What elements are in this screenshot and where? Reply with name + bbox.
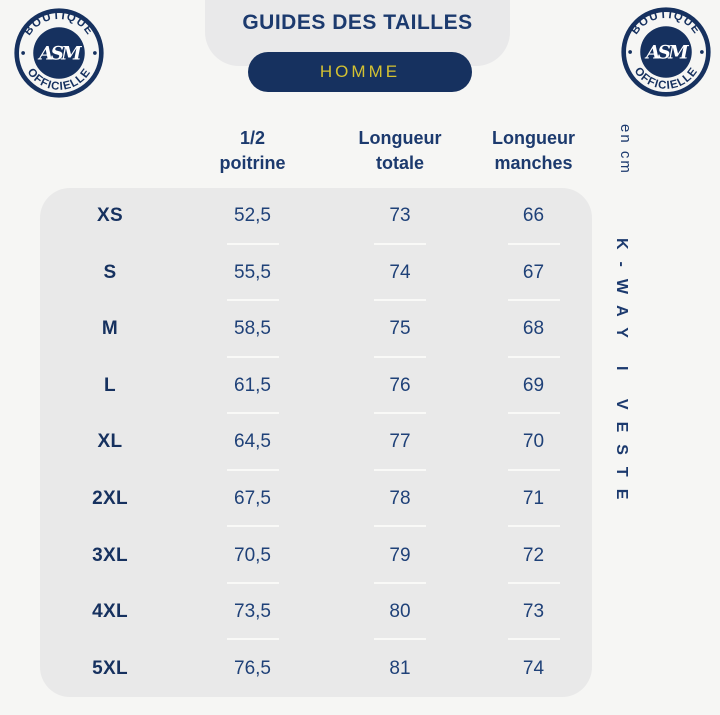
- boutique-officielle-logo: BOUTIQUE OFFICIELLE ASM: [13, 7, 105, 99]
- size-label: S: [103, 261, 117, 283]
- chest-value: 64,5: [180, 414, 325, 471]
- sleeve-length-header-line1: Longueur: [492, 128, 575, 148]
- chest-value: 73,5: [180, 584, 325, 641]
- size-label: L: [104, 374, 116, 396]
- sleeve-length-value: 67: [475, 245, 592, 302]
- table-row-3xl: 3XL 70,5 79 72: [40, 527, 592, 584]
- sleeve-length-column-header: Longueur manches: [475, 126, 592, 176]
- total-length-value: 78: [325, 471, 475, 528]
- sleeve-length-value: 70: [475, 414, 592, 471]
- size-table: XS 52,5 73 66 S 55,5 74 67 M 58,5 75 68 …: [40, 188, 592, 697]
- size-label: 2XL: [92, 488, 128, 510]
- total-length-value: 73: [325, 188, 475, 245]
- chest-value: 67,5: [180, 471, 325, 528]
- sleeve-length-value: 73: [475, 584, 592, 641]
- chest-value: 70,5: [180, 527, 325, 584]
- size-label: XS: [97, 205, 123, 227]
- chest-header-line2: poitrine: [219, 153, 286, 173]
- size-label: 5XL: [92, 657, 128, 679]
- total-length-value: 74: [325, 245, 475, 302]
- boutique-officielle-logo: BOUTIQUE OFFICIELLE ASM: [620, 6, 712, 98]
- sleeve-length-value: 68: [475, 301, 592, 358]
- table-row-m: M 58,5 75 68: [40, 301, 592, 358]
- total-length-value: 76: [325, 358, 475, 415]
- size-column-header: [40, 126, 180, 176]
- table-row-xs: XS 52,5 73 66: [40, 188, 592, 245]
- sleeve-length-value: 74: [522, 657, 545, 679]
- chest-value: 55,5: [180, 245, 325, 302]
- stamp-logo-icon: BOUTIQUE OFFICIELLE ASM: [621, 7, 711, 97]
- total-length-value: 81: [389, 657, 411, 679]
- size-label: M: [101, 318, 119, 340]
- size-label: 3XL: [92, 544, 128, 566]
- total-length-header-line1: Longueur: [358, 128, 442, 148]
- sleeve-length-header-line2: manches: [494, 153, 573, 173]
- logo-monogram: ASM: [37, 43, 82, 64]
- page-title: GUIDES DES TAILLES: [242, 11, 473, 34]
- total-length-header-line2: totale: [375, 153, 424, 173]
- chest-header-line1: 1/2: [239, 128, 266, 148]
- table-header-row: 1/2 poitrine Longueur totale Longueur ma…: [40, 126, 592, 176]
- chest-column-header: 1/2 poitrine: [180, 126, 325, 176]
- table-row-s: S 55,5 74 67: [40, 245, 592, 302]
- chest-value: 52,5: [180, 188, 325, 245]
- sleeve-length-value: 69: [475, 358, 592, 415]
- logo-monogram: ASM: [644, 42, 689, 63]
- chest-value: 76,5: [234, 657, 271, 679]
- sleeve-length-value: 72: [475, 527, 592, 584]
- sleeve-length-value: 66: [475, 188, 592, 245]
- product-label: K-WAY I VESTE: [613, 238, 630, 512]
- total-length-column-header: Longueur totale: [325, 126, 475, 176]
- total-length-value: 77: [325, 414, 475, 471]
- chest-value: 61,5: [180, 358, 325, 415]
- total-length-value: 80: [325, 584, 475, 641]
- size-label: XL: [97, 431, 123, 453]
- homme-tab-button[interactable]: HOMME: [248, 52, 472, 92]
- chest-value: 58,5: [180, 301, 325, 358]
- unit-label: en cm: [617, 124, 634, 175]
- table-row-4xl: 4XL 73,5 80 73: [40, 584, 592, 641]
- table-row-5xl: 5XL 76,5 81 74: [40, 640, 592, 697]
- table-row-xl: XL 64,5 77 70: [40, 414, 592, 471]
- sleeve-length-value: 71: [475, 471, 592, 528]
- table-row-2xl: 2XL 67,5 78 71: [40, 471, 592, 528]
- size-label: 4XL: [92, 601, 128, 623]
- table-row-l: L 61,5 76 69: [40, 358, 592, 415]
- total-length-value: 79: [325, 527, 475, 584]
- total-length-value: 75: [325, 301, 475, 358]
- stamp-logo-icon: BOUTIQUE OFFICIELLE ASM: [14, 8, 104, 98]
